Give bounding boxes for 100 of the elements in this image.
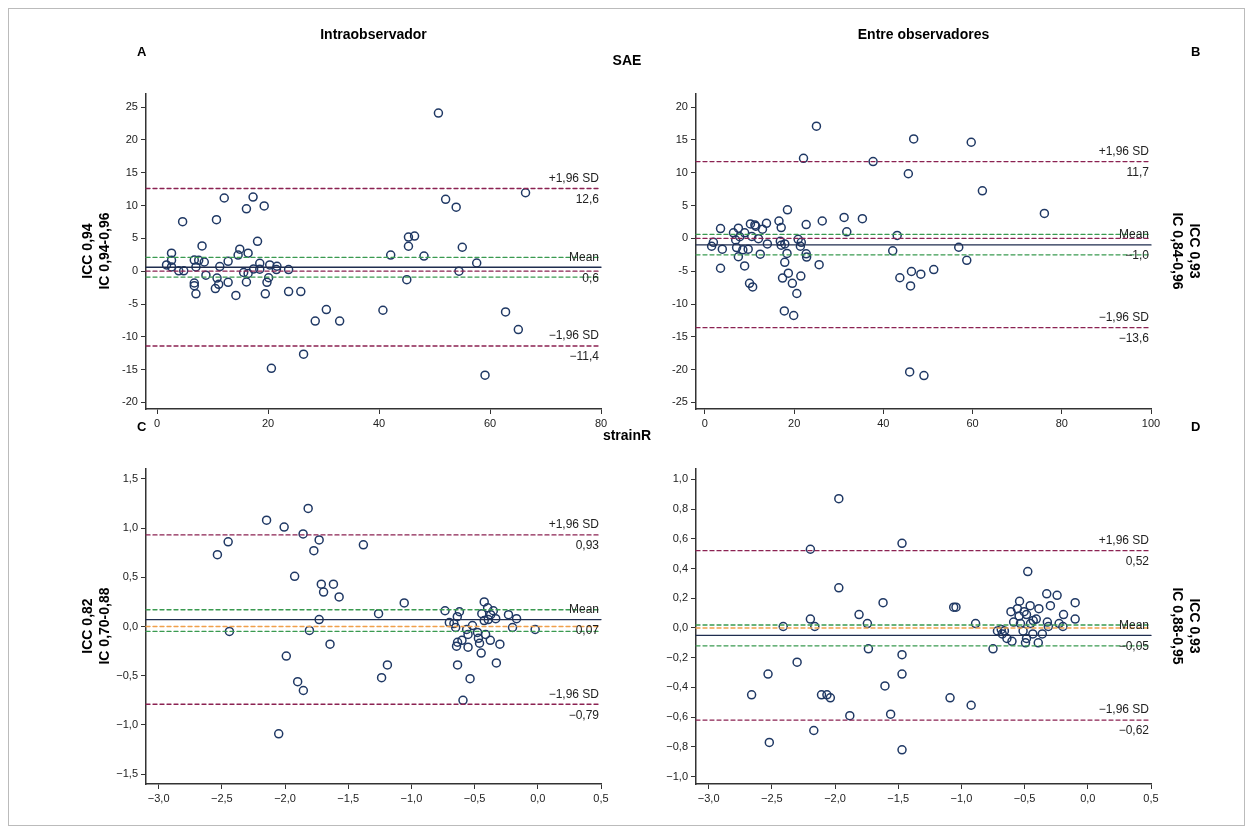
y-tick-label: 1,0 [122,521,138,534]
y-tick-label: 15 [125,165,138,178]
y-tick-label: −0,8 [666,739,688,752]
y-tick-label: −1,5 [116,767,138,780]
y-tick-label: 0,0 [122,619,138,632]
y-tick-label: 0 [131,264,138,277]
y-tick-label: −0,6 [666,710,688,723]
x-tick-label: −1,0 [950,791,973,804]
ref-line-label: −1,96 SD [548,686,600,701]
x-tick-label: 20 [261,416,275,429]
x-tick-label: −0,5 [463,791,486,804]
ref-line-label: +1,96 SD [1098,533,1150,548]
ref-line-label: Mean [568,249,599,264]
y-tick-label: −0,4 [666,680,688,693]
chart-title: Entre observadores [856,26,991,42]
annotation: 0,07 [575,622,600,637]
text: A [137,44,147,59]
ref-line-label: Mean [1118,227,1149,242]
ref-line-label: +1,96 SD [548,170,600,185]
annotation: 0,6 [582,270,600,285]
y-tick-label: -15 [672,329,688,342]
y-tick-label: 5 [681,198,688,211]
y-tick-label: -20 [122,395,138,408]
x-tick-label: 0,5 [1143,791,1159,804]
y-tick-label: 20 [675,100,688,113]
y-tick-label: 0,4 [672,561,688,574]
x-tick-label: 100 [1141,416,1161,429]
ref-line-label: −1,96 SD [548,328,600,343]
annotation: −1,0 [1125,248,1150,263]
y-tick-label: -15 [122,362,138,375]
annotation: −0,79 [568,707,600,722]
y-tick-label: 20 [125,132,138,145]
annotation: 0,93 [575,538,600,553]
y-tick-label: 15 [675,132,688,145]
y-tick-label: 5 [131,231,138,244]
y2-axis-title: ICC 0,93 IC 0,84-0,96 [1169,212,1203,290]
y-tick-label: −1,0 [666,769,688,782]
annotation: 12,6 [575,191,600,206]
x-tick-label: −1,5 [337,791,360,804]
y-tick-label: -25 [672,395,688,408]
x-tick-label: 20 [788,416,801,429]
x-tick-label: 0,0 [530,791,546,804]
x-tick-label: −3,0 [147,791,170,804]
text: D [1191,419,1201,434]
x-tick-label: −2,5 [760,791,783,804]
y-tick-label: 1,5 [122,471,138,484]
annotation: −0,62 [1118,723,1150,738]
y-tick-label: 0,8 [672,502,688,515]
x-tick-label: 0 [701,416,708,429]
x-tick-label: −1,5 [887,791,910,804]
x-tick-label: 0,0 [1080,791,1096,804]
y-tick-label: -20 [672,362,688,375]
y-tick-label: 0,6 [672,531,688,544]
x-tick-label: 0,5 [593,791,609,804]
x-tick-label: 60 [483,416,497,429]
x-tick-label: −3,0 [697,791,720,804]
annotation: −13,6 [1118,330,1150,345]
x-tick-label: 40 [372,416,386,429]
ref-line-label: Mean [1118,617,1149,632]
x-tick-label: 60 [966,416,979,429]
y-tick-label: 0,2 [672,591,688,604]
ref-line-label: +1,96 SD [548,517,600,532]
y-tick-label: −1,0 [116,717,138,730]
y-axis-title: ICC 0,94 IC 0,94-0,96 [79,212,113,290]
x-tick-label: −2,0 [824,791,846,804]
annotation: 0,52 [1125,554,1150,569]
y-axis-title: ICC 0,82 IC 0,70-0,88 [79,587,113,665]
text: C [137,419,147,434]
y-tick-label: 10 [125,198,138,211]
y-tick-label: 0,5 [122,570,138,583]
x-tick-label: −0,5 [1013,791,1036,804]
x-tick-label: −2,5 [210,791,233,804]
y-tick-label: 0,0 [672,621,688,634]
annotation: −11,4 [569,349,600,364]
chart-subtitle: strainR [602,427,652,443]
ref-line-label: Mean [568,601,599,616]
y-tick-label: -5 [678,264,688,277]
y-tick-label: 1,0 [672,472,688,485]
y-tick-label: 10 [675,165,688,178]
annotation: −0,05 [1118,638,1150,653]
y-tick-label: 0 [681,231,688,244]
y-tick-label: −0,5 [116,668,138,681]
ref-line-label: −1,96 SD [1098,309,1150,324]
y-tick-label: -5 [128,297,138,310]
chart-subtitle: SAE [612,52,642,68]
ref-line-label: +1,96 SD [1098,143,1150,158]
x-tick-label: −2,0 [274,791,296,804]
chart-title: Intraobservador [319,26,428,42]
x-tick-label: 0 [154,416,161,429]
y-tick-label: 25 [125,100,138,113]
x-tick-label: 80 [1055,416,1068,429]
x-tick-label: 40 [877,416,890,429]
x-tick-label: 80 [594,416,608,429]
y2-axis-title: ICC 0,93 IC 0,88-0,95 [1169,587,1203,665]
y-tick-label: -10 [122,329,138,342]
annotation: 11,7 [1126,164,1150,179]
y-tick-label: -10 [672,297,688,310]
text: B [1191,44,1201,59]
y-tick-label: −0,2 [666,650,688,663]
ref-line-label: −1,96 SD [1098,702,1150,717]
